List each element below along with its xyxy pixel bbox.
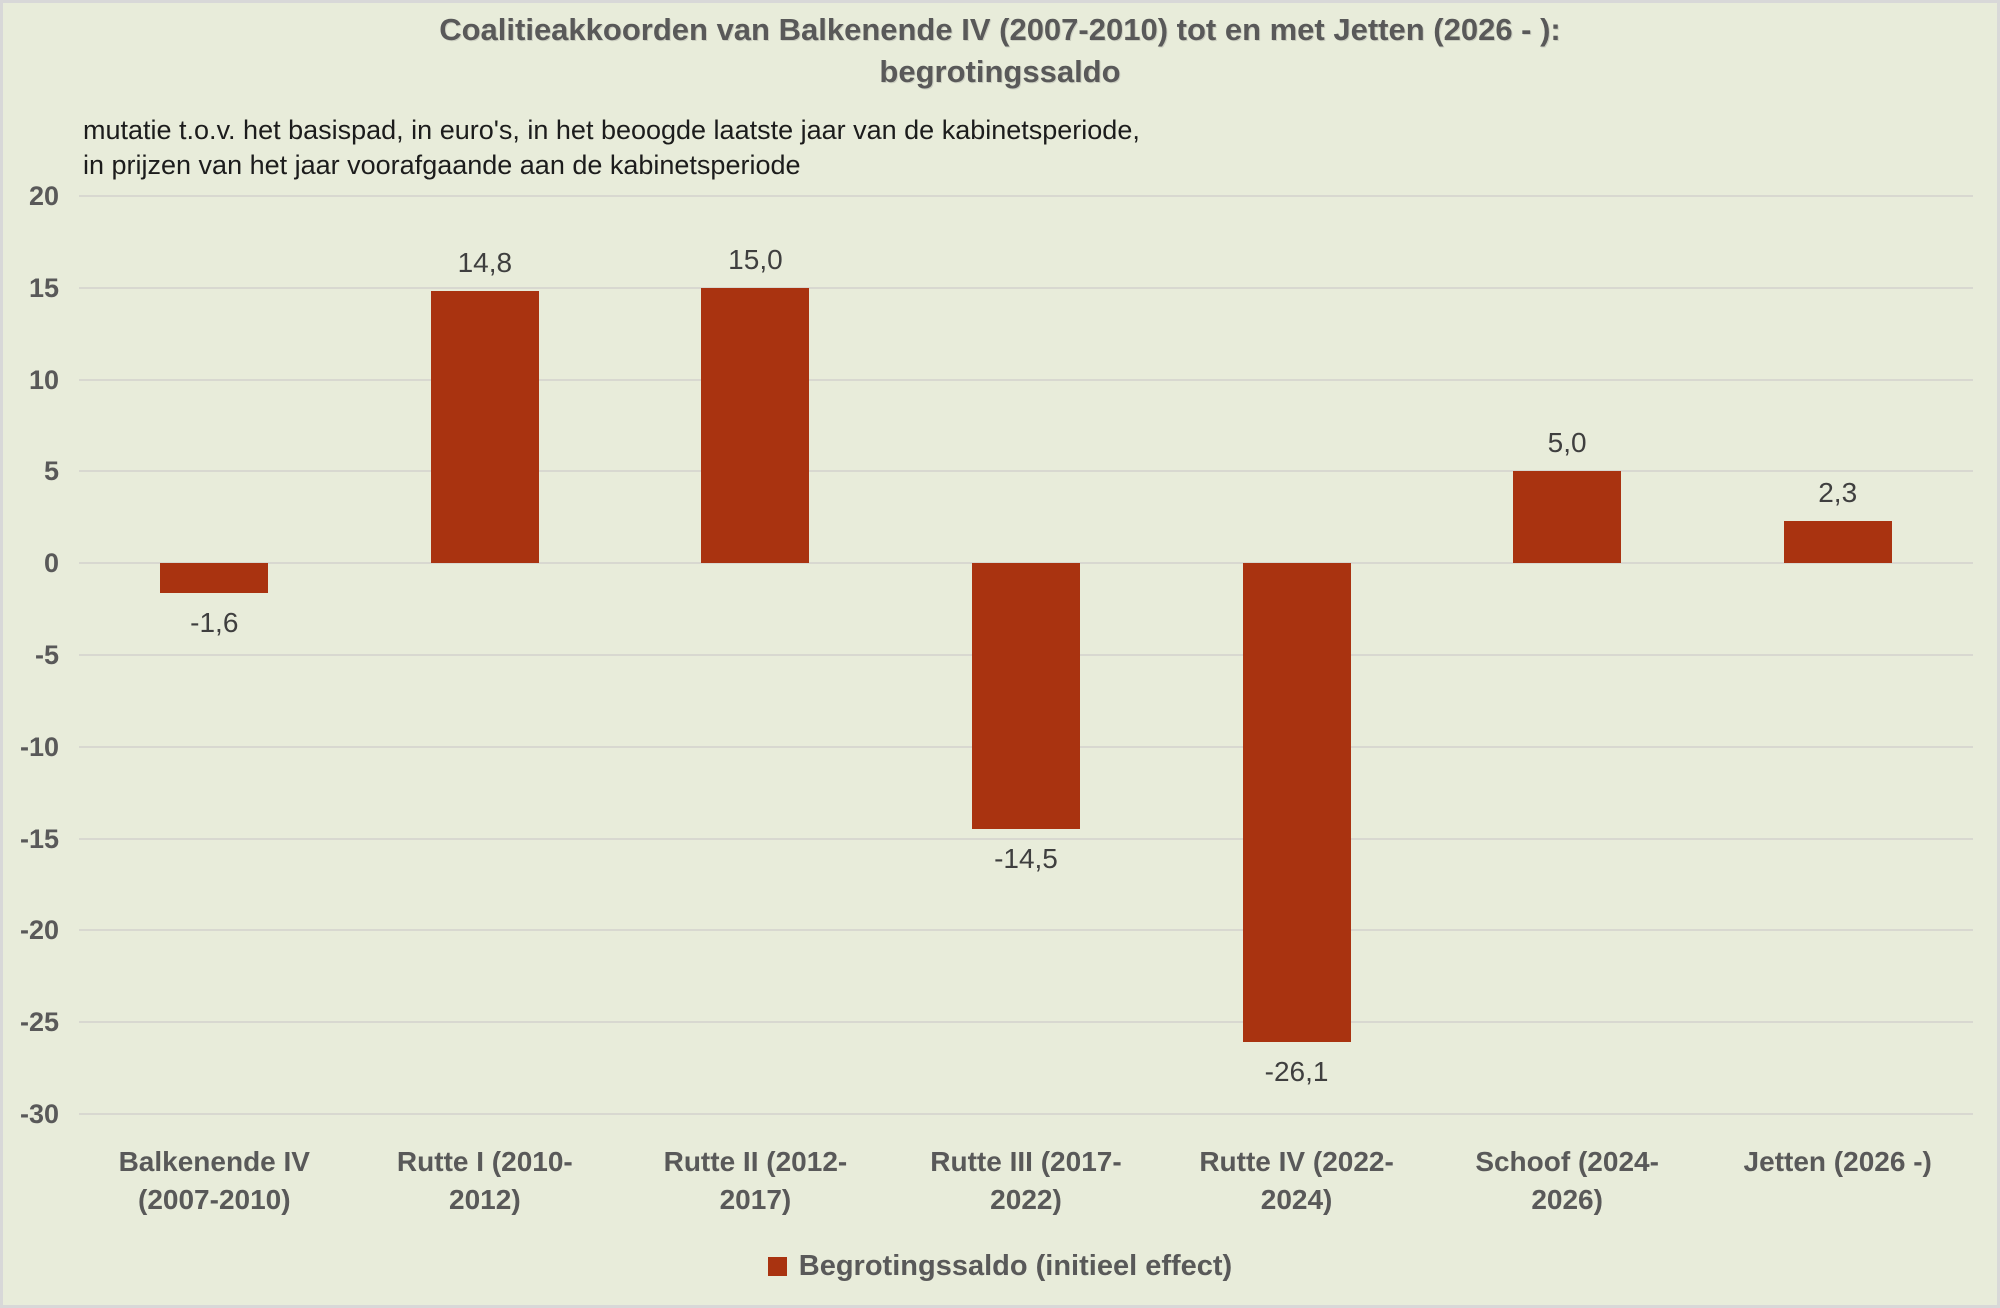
y-tick-label-10: 10 bbox=[28, 364, 59, 395]
x-category-label-line: (2007-2010) bbox=[138, 1184, 291, 1215]
x-category-label-line: 2026) bbox=[1531, 1184, 1603, 1215]
y-tick-label--20: -20 bbox=[19, 915, 59, 946]
x-category-label-3: Rutte II (2012- 2017) bbox=[620, 1143, 891, 1219]
chart-subtitle: mutatie t.o.v. het basispad, in euro's, … bbox=[83, 113, 1140, 183]
gridline-y--15 bbox=[79, 837, 1973, 840]
chart-title-line2: begrotingssaldo bbox=[879, 54, 1121, 89]
x-category-label-line: Rutte I (2010- bbox=[396, 1146, 573, 1177]
y-tick-label-0: 0 bbox=[43, 548, 59, 579]
legend-label: Begrotingssaldo (initieel effect) bbox=[798, 1250, 1233, 1282]
chart-title-line1: Coalitieakkoorden van Balkenende IV (200… bbox=[439, 12, 1561, 47]
x-category-label-5: Rutte IV (2022- 2024) bbox=[1161, 1143, 1432, 1219]
bar-3 bbox=[701, 287, 810, 564]
bar-2 bbox=[430, 291, 539, 564]
data-label-3: 15,0 bbox=[728, 243, 783, 275]
x-category-label-2: Rutte I (2010- 2012) bbox=[350, 1143, 621, 1219]
x-category-label-line: Rutte II (2012- bbox=[663, 1146, 848, 1177]
y-tick-label-20: 20 bbox=[28, 181, 59, 211]
legend: Begrotingssaldo (initieel effect) bbox=[3, 1249, 1997, 1283]
y-tick-label--10: -10 bbox=[19, 731, 59, 762]
y-tick-label--15: -15 bbox=[19, 823, 59, 854]
x-category-label-4: Rutte III (2017- 2022) bbox=[891, 1143, 1162, 1219]
x-category-label-line: 2024) bbox=[1260, 1184, 1333, 1215]
y-tick-label--30: -30 bbox=[19, 1099, 59, 1129]
legend-swatch-icon bbox=[767, 1256, 787, 1276]
chart-title: Coalitieakkoorden van Balkenende IV (200… bbox=[3, 9, 1997, 93]
chart-subtitle-line1: mutatie t.o.v. het basispad, in euro's, … bbox=[83, 115, 1140, 145]
x-axis-category-labels: Balkenende IV (2007-2010) Rutte I (2010- 20… bbox=[79, 1143, 1973, 1239]
gridline-y--30 bbox=[79, 1113, 1973, 1115]
x-category-label-line: Rutte III (2017- bbox=[930, 1146, 1122, 1177]
data-label-7: 2,3 bbox=[1818, 476, 1858, 508]
gridline-y-15 bbox=[79, 286, 1973, 289]
data-label-6: 5,0 bbox=[1547, 427, 1587, 459]
x-category-label-line: Balkenende IV bbox=[118, 1146, 310, 1177]
plot-area: -1,6 14,8 15,0 -14,5 -26,1 5,0 2,3 bbox=[79, 195, 1973, 1115]
gridline-y-20 bbox=[79, 195, 1973, 197]
bar-1 bbox=[160, 563, 269, 593]
bar-4 bbox=[972, 563, 1080, 830]
bar-5 bbox=[1242, 563, 1351, 1043]
bar-7 bbox=[1783, 520, 1892, 564]
gridline-y-5 bbox=[79, 470, 1973, 473]
data-label-5: -26,1 bbox=[1264, 1056, 1329, 1088]
data-label-1: -1,6 bbox=[190, 606, 239, 638]
data-label-2: 14,8 bbox=[457, 247, 513, 279]
gridline-y--25 bbox=[79, 1021, 1973, 1024]
chart-subtitle-line2: in prijzen van het jaar voorafgaande aan… bbox=[83, 150, 801, 180]
data-label-4: -14,5 bbox=[994, 843, 1058, 875]
x-category-label-line: 2017) bbox=[719, 1184, 792, 1215]
x-category-label-line: Rutte IV (2022- bbox=[1199, 1146, 1394, 1177]
x-category-label-6: Schoof (2024- 2026) bbox=[1432, 1143, 1703, 1219]
y-tick-label-15: 15 bbox=[28, 272, 59, 303]
x-category-label-line: 2012) bbox=[449, 1184, 521, 1215]
y-tick-label-5: 5 bbox=[43, 456, 59, 487]
x-category-label-line: Jetten (2026 -) bbox=[1743, 1146, 1932, 1177]
x-category-label-7: Jetten (2026 -) bbox=[1702, 1143, 1973, 1181]
gridline-y--20 bbox=[79, 929, 1973, 932]
x-category-label-1: Balkenende IV (2007-2010) bbox=[79, 1143, 350, 1219]
y-tick-label--25: -25 bbox=[19, 1007, 59, 1038]
x-category-label-line: 2022) bbox=[990, 1184, 1062, 1215]
x-category-label-line: Schoof (2024- bbox=[1475, 1146, 1659, 1177]
gridline-y-10 bbox=[79, 378, 1973, 381]
bar-6 bbox=[1513, 471, 1622, 564]
y-axis-tick-labels: 20 15 10 5 0 -5 -10 -15 -20 -25 -30 bbox=[3, 181, 59, 1129]
y-tick-label--5: -5 bbox=[34, 640, 59, 670]
